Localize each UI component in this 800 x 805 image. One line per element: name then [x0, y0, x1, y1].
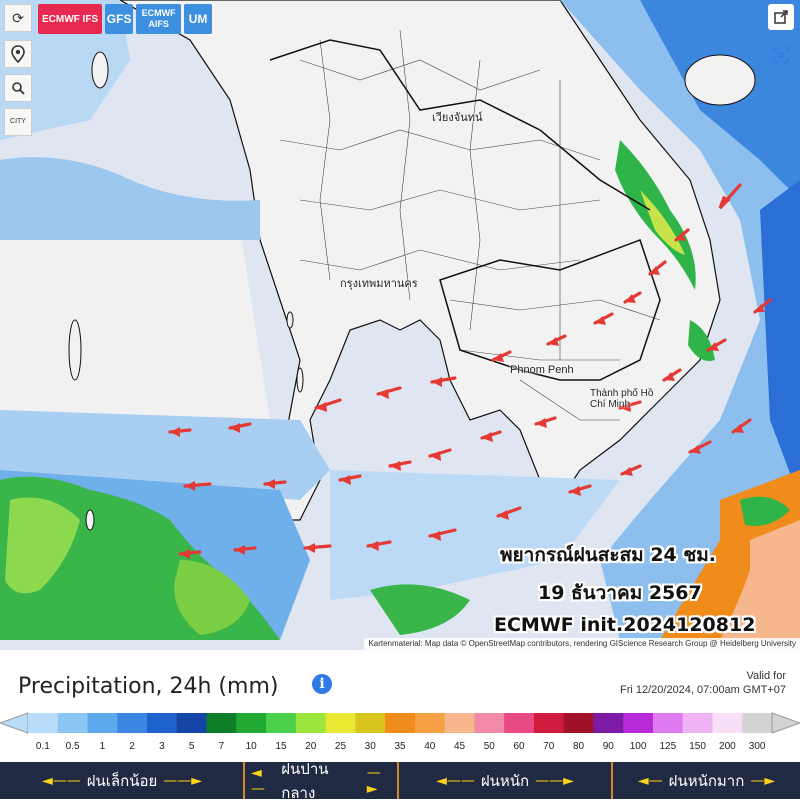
scale-tick-label: 15	[275, 741, 287, 752]
category-divider	[611, 762, 613, 799]
category-divider	[243, 762, 245, 799]
scale-tick-label: 25	[334, 741, 347, 752]
category-moderate-label: ฝนปานกลาง	[281, 759, 329, 802]
tab-gfs[interactable]: GFS	[105, 4, 134, 34]
scale-swatch	[325, 713, 356, 733]
scale-tick-label: 7	[218, 741, 225, 752]
valid-for: Valid for Fri 12/20/2024, 07:00am GMT+07	[620, 669, 786, 697]
scale-swatch	[355, 713, 386, 733]
overlay-line-1: พยากรณ์ฝนสะสม 24 ชม.	[500, 544, 717, 566]
scale-tick-label: 70	[543, 741, 555, 752]
tab-ecmwf-ifs[interactable]: ECMWF IFS	[38, 4, 103, 34]
model-tabs: ECMWF IFS GFS ECMWF AIFS UM	[38, 4, 213, 34]
scale-tick-label: 35	[394, 741, 406, 752]
refresh-icon: ⟳	[12, 9, 24, 26]
scale-swatch	[266, 713, 297, 733]
scale-swatch	[474, 713, 505, 733]
scale-tick-label: 0.5	[65, 741, 80, 752]
info-icon[interactable]: i	[312, 674, 332, 694]
scale-tick-labels: 0.1 0.5 1 2 3 5 7 10 15 20 25 30 35 40 45 50 60 70 80 90 100…	[0, 741, 800, 755]
scale-swatch	[57, 713, 89, 733]
category-divider	[397, 762, 399, 799]
share-icon	[774, 10, 788, 24]
city-label-ho-chi-minh[interactable]: Thành phố Hồ Chí Minh	[590, 388, 654, 410]
scale-swatch	[742, 713, 773, 733]
color-scale-bar	[0, 712, 800, 734]
scale-tick-label: 80	[572, 741, 585, 752]
scale-swatch	[652, 713, 684, 733]
valid-for-time: Fri 12/20/2024, 07:00am GMT+07	[619, 684, 786, 696]
category-heavy-label: ฝนหนัก	[480, 771, 530, 790]
scale-tick-label: 200	[719, 741, 736, 752]
scale-tick-label: 5	[188, 741, 195, 752]
legend-title: Precipitation, 24h (mm)	[18, 674, 279, 699]
scale-swatch	[236, 713, 267, 733]
scale-tick-label: 50	[483, 741, 495, 752]
scale-tick-label: 300	[748, 741, 766, 752]
zoom-icon	[12, 82, 25, 95]
precipitation-map[interactable]: ECMWF IFS GFS ECMWF AIFS UM ⟳ CITY เวียง…	[0, 0, 800, 650]
scale-tick-label: 125	[659, 741, 677, 752]
fit-view-button[interactable]	[770, 44, 792, 66]
city-label-phnom-penh[interactable]: Phnom Penh	[510, 364, 574, 376]
share-button[interactable]	[768, 4, 794, 30]
tab-um[interactable]: UM	[184, 4, 213, 34]
city-toggle-button[interactable]: CITY	[4, 108, 32, 136]
scale-tick-label: 20	[305, 741, 317, 752]
scale-tick-label: 100	[629, 741, 647, 752]
scale-swatch	[563, 713, 594, 733]
scale-tick-label: 150	[689, 741, 706, 752]
category-light: ◄—— ฝนเล็กน้อย ——►	[0, 762, 244, 799]
scale-right-cap	[771, 712, 800, 734]
scale-tick-label: 0.1	[35, 741, 50, 752]
location-pin-icon	[11, 45, 25, 63]
map-attribution[interactable]: Kartenmaterial: Map data © OpenStreetMap…	[364, 638, 800, 650]
overlay-line-3: ECMWF init.2024120812	[494, 614, 756, 636]
scale-tick-label: 2	[129, 741, 135, 752]
category-very-heavy-label: ฝนหนักมาก	[668, 771, 745, 790]
scale-swatch	[385, 713, 416, 733]
tab-ecmwf-aifs[interactable]: ECMWF AIFS	[136, 4, 182, 34]
scale-swatch	[712, 713, 743, 733]
location-button[interactable]	[4, 40, 32, 68]
scale-tick-label: 90	[602, 741, 614, 752]
scale-swatch	[117, 713, 148, 733]
scale-swatch	[414, 713, 446, 733]
valid-for-label: Valid for	[746, 670, 786, 682]
city-label-bangkok[interactable]: กรุงเทพมหานคร	[340, 278, 418, 290]
fit-view-icon	[773, 47, 789, 63]
scale-left-cap	[0, 712, 29, 734]
category-moderate: ◄— ฝนปานกลาง —►	[245, 760, 397, 802]
scale-swatch	[28, 713, 59, 733]
category-light-label: ฝนเล็กน้อย	[86, 771, 158, 790]
scale-tick-label: 45	[453, 741, 466, 752]
category-very-heavy: ◄— ฝนหนักมาก —►	[613, 762, 800, 799]
scale-swatch	[176, 713, 208, 733]
scale-swatch	[593, 713, 624, 733]
scale-swatch	[87, 713, 118, 733]
overlay-line-2: 19 ธันวาคม 2567	[538, 582, 702, 604]
refresh-button[interactable]: ⟳	[4, 4, 32, 32]
scale-swatch	[206, 713, 237, 733]
legend-panel: Precipitation, 24h (mm) i Valid for Fri …	[0, 650, 800, 802]
scale-swatch	[682, 713, 713, 733]
scale-swatch	[147, 713, 178, 733]
scale-swatch	[295, 713, 327, 733]
scale-swatch	[504, 713, 535, 733]
scale-tick-label: 3	[159, 741, 165, 752]
scale-tick-label: 60	[513, 741, 525, 752]
scale-tick-label: 40	[424, 741, 436, 752]
zoom-button[interactable]	[4, 74, 32, 102]
scale-swatch	[623, 713, 654, 733]
category-heavy: ◄—— ฝนหนัก ——►	[399, 762, 611, 799]
scale-tick-label: 1	[99, 741, 106, 752]
city-toggle-icon: CITY	[10, 118, 26, 125]
city-label-vientiane[interactable]: เวียงจันทน์	[432, 112, 483, 124]
map-canvas	[0, 0, 800, 640]
scale-swatch	[444, 713, 475, 733]
scale-tick-label: 30	[364, 741, 376, 752]
scale-swatch	[533, 713, 565, 733]
rain-category-band: ◄—— ฝนเล็กน้อย ——► ◄— ฝนปานกลาง —► ◄—— ฝนหนัก…	[0, 760, 800, 802]
scale-tick-label: 10	[245, 741, 257, 752]
